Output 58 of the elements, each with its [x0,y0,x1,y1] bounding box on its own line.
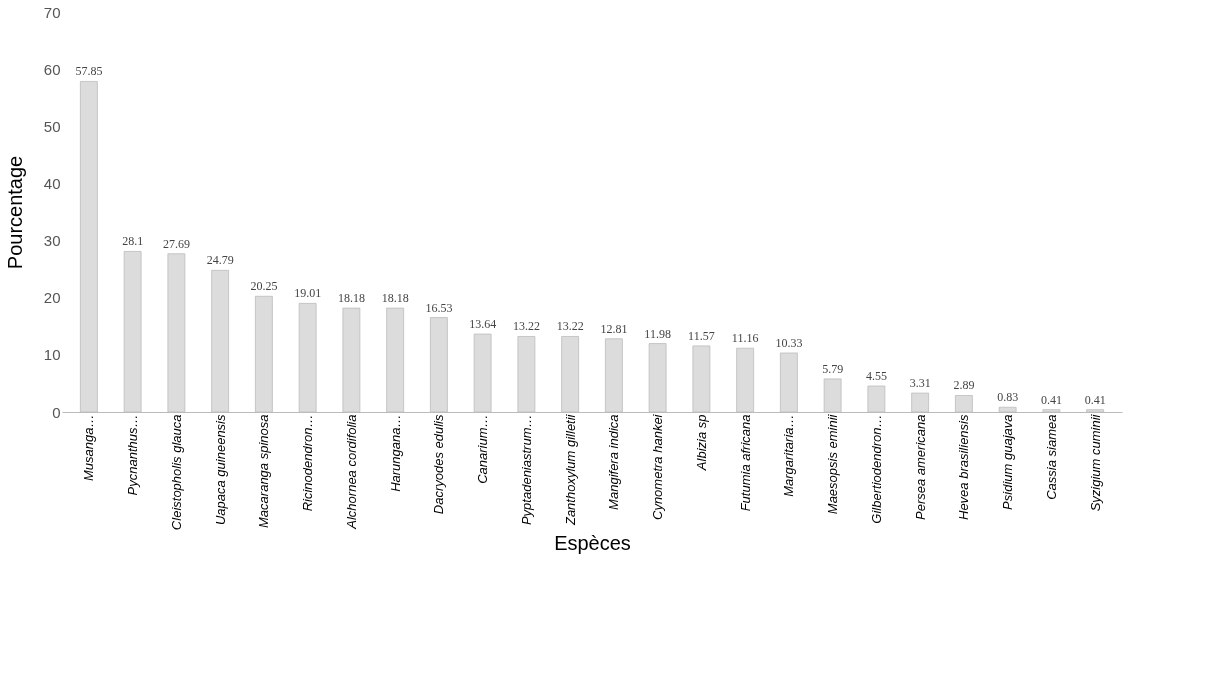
data-label: 20.25 [250,279,278,294]
data-label: 28.1 [122,234,144,249]
x-tick-label: Maesopsis eminii [825,413,841,515]
data-label: 18.18 [337,291,365,306]
y-tick-label: 30 [43,232,61,250]
x-tick-label: Persea americana [912,414,928,520]
y-tick-label: 70 [43,3,61,21]
x-tick-label: Cynometra hankei [650,413,666,520]
data-label: 12.81 [600,321,628,336]
data-label: 13.64 [469,317,497,332]
y-tick-label: 10 [43,346,61,364]
x-tick-label: Alchornea cordifolia [343,414,359,530]
data-label: 16.53 [425,300,453,315]
data-label: 24.79 [206,253,234,268]
x-axis-title: Espèces [554,532,631,555]
x-tick-label: Psidium guajava [1000,414,1016,510]
y-axis-title: Pourcentage [3,155,26,270]
x-tick-label: Hevea brasiliensis [956,414,972,520]
x-tick-label: Mangifera indica [606,414,622,510]
data-label: 57.85 [75,64,103,79]
x-tick-label: Cassia siamea [1043,414,1059,500]
x-tick-label: Syzigium cuminii [1087,413,1103,512]
data-label: 13.22 [512,319,540,334]
x-tick-label: Pyptadeniastrum… [518,414,534,526]
data-label: 2.89 [953,378,975,393]
x-tick-label: Dacryodes edulis [431,414,447,515]
y-tick-label: 40 [43,174,61,192]
data-label: 4.55 [865,369,887,383]
data-label: 5.79 [822,361,844,376]
x-tick-label: Gilbertiodendron… [868,414,884,524]
data-label: 27.69 [162,236,190,251]
data-label: 0.41 [1040,392,1062,407]
x-tick-label: Zanthoxylum gilletii [562,413,578,527]
x-tick-label: Canarium… [475,414,491,484]
x-tick-label: Futumia africana [737,414,753,512]
x-tick-label: Uapaca guineensis [212,414,228,526]
data-label: 0.41 [1084,392,1106,407]
x-tick-label: Margaritaria… [781,414,797,497]
data-label: 19.01 [294,286,322,301]
data-label: 11.16 [731,331,759,346]
x-tick-label: Macaranga spinosa [256,414,272,528]
data-label: 13.22 [556,319,584,334]
data-label: 11.98 [644,326,671,341]
x-tick-label: Cleistopholis glauca [168,414,184,531]
x-tick-label: Ricinodendron… [300,414,316,512]
y-tick-label: 20 [43,289,61,307]
data-label: 0.83 [997,390,1019,405]
y-tick-label: 60 [43,60,61,78]
x-tick-label: Pycnanthus… [125,414,141,496]
y-tick-label: 50 [43,117,61,135]
y-tick-label: 0 [52,403,61,421]
x-tick-label: Harungana… [387,414,403,492]
data-label: 11.57 [688,328,715,343]
x-tick-label: Musanga… [81,414,97,481]
data-label: 3.31 [909,376,931,391]
data-label: 18.18 [381,291,409,306]
data-label: 10.33 [775,335,803,350]
x-tick-label: Albizia sp [693,414,709,472]
